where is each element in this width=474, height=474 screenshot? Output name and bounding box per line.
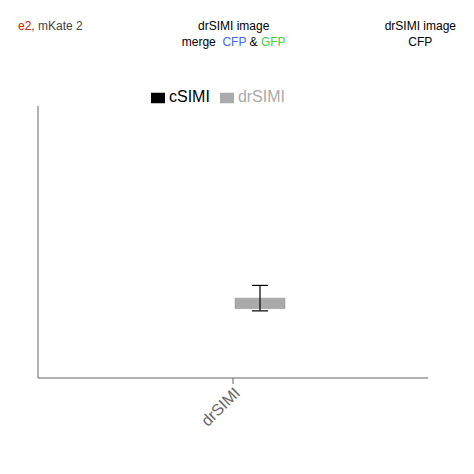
html-text:cSIMI: cSIMI <box>169 88 210 105</box>
html-text:drSIMI: drSIMI <box>237 88 285 105</box>
svg-text:drSIMI: drSIMI <box>198 384 243 429</box>
html-text:drSIMI image: drSIMI image <box>384 19 456 33</box>
html-text:e2, mKate 2: e2, mKate 2 <box>18 19 83 33</box>
html-text:CFP: CFP <box>408 35 433 49</box>
html-text:drSIMI image: drSIMI image <box>198 19 270 33</box>
html-text:merge CFP & GFP: merge CFP & GFP <box>181 35 286 49</box>
